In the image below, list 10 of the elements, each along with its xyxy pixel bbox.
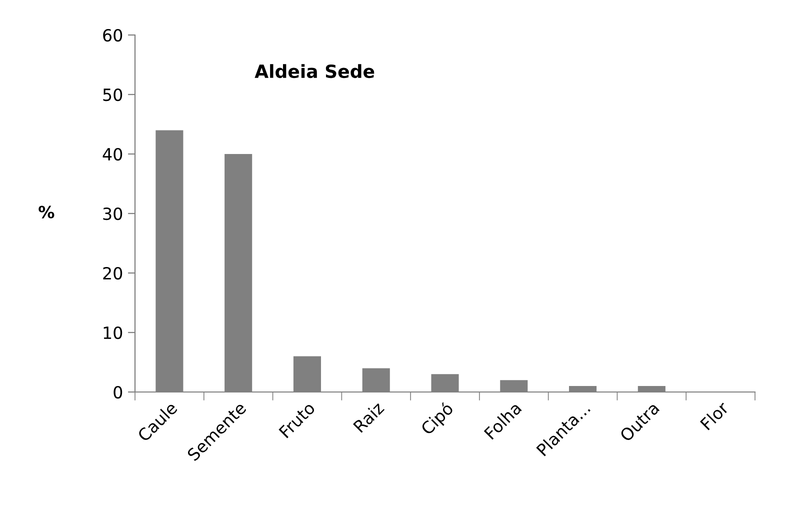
text: Aldeia Sede (254, 64, 374, 78)
y-tick-label: 10 (104, 326, 122, 340)
y-tick-label: 60 (103, 28, 122, 42)
y-tick-label: 20 (103, 266, 122, 280)
y-tick-label: 30 (103, 207, 122, 220)
x-tick-label: Flor (700, 400, 730, 430)
y-tick-label: 40 (102, 148, 122, 161)
y-tick-label: 0 (114, 386, 122, 399)
y-axis-title: % (38, 206, 54, 218)
y-tick-label: 50 (103, 88, 122, 102)
